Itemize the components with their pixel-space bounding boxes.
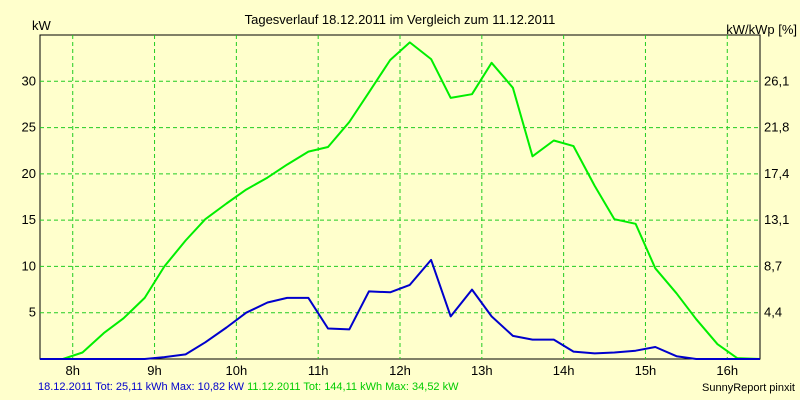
y-tick-label-right: 21,8 [764,120,789,135]
x-tick-label: 11h [308,363,329,378]
tick-labels: 5 10 15 20 25 30 4,4 8,7 13,1 17,4 21,8 26,1 8h 9h 10h… [22,73,790,378]
x-tick-label: 10h [226,363,248,378]
x-tick-label: 12h [389,363,411,378]
y-tick-label-left: 20 [22,166,36,181]
footer-summary: 18.12.2011 Tot: 25,11 kWh Max: 10,82 kW … [38,381,459,393]
x-tick-label: 8h [65,363,79,378]
y-axis-label-left: kW [32,18,52,33]
x-tick-label: 13h [471,363,493,378]
y-tick-label-left: 5 [29,305,36,320]
y-tick-label-right: 26,1 [764,73,789,88]
x-tick-label: 16h [716,363,738,378]
footer-credit: SunnyReport pinxit [702,382,795,394]
x-tick-label: 9h [147,363,161,378]
x-tick-label: 14h [553,363,575,378]
series-line-green [40,41,761,360]
y-tick-label-right: 17,4 [764,166,789,181]
grid-lines [40,35,760,359]
y-tick-label-right: 8,7 [764,258,782,273]
y-tick-label-left: 25 [22,120,36,135]
y-axis-label-right: kW/kWp [%] [726,22,797,37]
series-lines [40,41,761,360]
y-tick-label-left: 15 [22,212,36,227]
y-tick-label-right: 13,1 [764,212,789,227]
y-tick-label-right: 4,4 [764,305,782,320]
footer-blue-summary: 18.12.2011 Tot: 25,11 kWh Max: 10,82 kW [38,381,245,393]
y-tick-label-left: 30 [22,73,36,88]
x-tick-label: 15h [635,363,657,378]
footer-green-summary: 11.12.2011 Tot: 144,11 kWh Max: 34,52 kW [247,381,459,393]
chart-title: Tagesverlauf 18.12.2011 im Vergleich zum… [245,12,556,27]
y-tick-label-left: 10 [22,258,36,273]
series-line-blue [40,258,760,360]
